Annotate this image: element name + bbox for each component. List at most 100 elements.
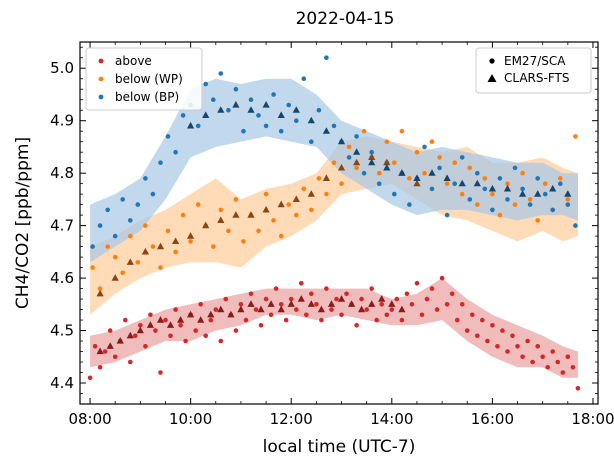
clars-point-0-4	[136, 326, 144, 334]
em27-point-2-38	[376, 181, 382, 186]
clars-point-2-15	[413, 174, 421, 181]
em27-point-0-77	[475, 333, 480, 339]
clars-point-0-7	[166, 321, 175, 328]
legend-bp-label: below (BP)	[115, 90, 179, 104]
x-axis-ticks: 08:00 10:00 12:00 14:00 16:00 18:00	[68, 42, 614, 428]
em27-point-0-56	[369, 286, 375, 291]
em27-point-0-96	[570, 365, 576, 370]
clars-point-2-18	[458, 179, 466, 187]
em27-point-0-63	[404, 291, 410, 297]
em27-point-0-22	[198, 302, 203, 307]
em27-point-2-26	[286, 102, 292, 108]
em27-point-0-11	[143, 344, 148, 349]
clars-point-1-5	[172, 237, 180, 244]
clars-point-0-2	[116, 337, 124, 344]
em27-point-0-0	[87, 375, 93, 381]
em27-point-2-61	[550, 207, 555, 213]
clars-point-0-11	[207, 310, 215, 318]
y-axis-label: CH4/CO2 [ppb/ppm]	[13, 137, 33, 309]
em27-point-0-21	[193, 328, 198, 333]
em27-point-0-89	[535, 344, 540, 349]
em27-point-0-36	[268, 312, 274, 318]
em27-point-0-15	[163, 317, 168, 323]
em27-point-1-3	[112, 254, 118, 260]
em27-point-0-54	[359, 296, 364, 302]
clars-point-1-15	[322, 174, 330, 181]
em27-point-2-60	[542, 191, 548, 197]
clars-point-0-14	[237, 305, 245, 313]
clars-point-2-4	[247, 106, 255, 113]
em27-point-1-47	[444, 181, 450, 186]
em27-point-0-61	[394, 296, 400, 302]
em27-point-0-73	[454, 317, 460, 323]
em27-point-0-46	[319, 317, 324, 323]
em27-point-2-52	[482, 186, 488, 192]
em27-point-1-17	[218, 207, 224, 213]
em27-point-0-55	[364, 307, 370, 312]
em27-point-0-58	[379, 302, 385, 307]
em27-point-0-59	[384, 312, 390, 318]
clars-point-2-20	[488, 184, 496, 192]
em27-point-2-31	[324, 55, 329, 60]
em27-point-0-51	[344, 291, 349, 297]
em27-point-2-56	[512, 165, 518, 171]
em27-point-1-35	[354, 165, 359, 171]
em27-point-1-11	[173, 249, 178, 255]
em27-point-0-2	[97, 365, 103, 370]
em27-point-1-64	[573, 134, 578, 139]
em27-point-0-81	[495, 344, 500, 349]
em27-point-2-35	[354, 134, 359, 139]
em27-point-1-29	[309, 207, 314, 213]
legend-series: above below (WP) below (BP)	[85, 47, 203, 111]
em27-point-2-58	[527, 202, 533, 207]
em27-point-2-25	[278, 128, 284, 134]
em27-point-0-64	[409, 302, 415, 307]
clars-point-1-2	[126, 258, 134, 265]
em27-point-1-28	[301, 186, 307, 192]
em27-point-1-18	[226, 228, 231, 234]
clars-point-2-3	[232, 101, 240, 108]
em27-point-0-49	[334, 296, 339, 302]
legend-em27-marker	[489, 58, 495, 64]
em27-point-0-10	[138, 323, 143, 328]
clars-point-0-28	[378, 295, 386, 302]
em27-point-0-35	[263, 296, 269, 302]
y-tick-label-0: 4.4	[50, 374, 74, 392]
clars-point-1-12	[277, 200, 285, 208]
em27-point-0-82	[500, 328, 505, 333]
em27-point-0-38	[278, 302, 284, 307]
x-tick-label-0: 08:00	[68, 410, 111, 428]
em27-point-0-23	[203, 333, 208, 339]
clars-point-0-25	[348, 300, 356, 307]
clars-point-0-8	[177, 316, 185, 323]
clars-point-1-17	[353, 158, 361, 166]
em27-point-0-3	[102, 349, 108, 354]
em27-point-2-22	[256, 113, 261, 118]
em27-point-2-47	[444, 212, 450, 218]
em27-point-0-30	[238, 302, 244, 307]
em27-point-2-54	[497, 176, 503, 181]
clars-point-1-6	[187, 232, 195, 239]
em27-point-1-34	[346, 144, 352, 150]
em27-point-0-91	[545, 365, 550, 370]
em27-point-1-44	[422, 170, 427, 176]
em27-point-2-57	[520, 186, 525, 192]
em27-point-1-30	[316, 176, 322, 181]
em27-point-0-47	[324, 286, 329, 291]
clars-point-2-17	[443, 174, 451, 181]
em27-point-0-62	[399, 317, 405, 323]
clars-point-1-19	[383, 158, 391, 166]
em27-point-0-29	[233, 328, 239, 333]
clars-point-2-21	[503, 184, 512, 192]
em27-point-2-63	[565, 202, 571, 207]
em27-point-0-19	[183, 338, 188, 344]
em27-point-2-1	[97, 223, 103, 228]
em27-point-2-34	[346, 155, 352, 160]
y-tick-label-4: 4.8	[50, 164, 74, 182]
em27-point-2-2	[105, 207, 110, 213]
em27-point-2-59	[535, 176, 540, 181]
clars-point-0-0	[96, 347, 104, 355]
em27-point-2-0	[90, 244, 95, 249]
clars-point-1-3	[141, 247, 149, 255]
em27-point-0-67	[424, 296, 430, 302]
